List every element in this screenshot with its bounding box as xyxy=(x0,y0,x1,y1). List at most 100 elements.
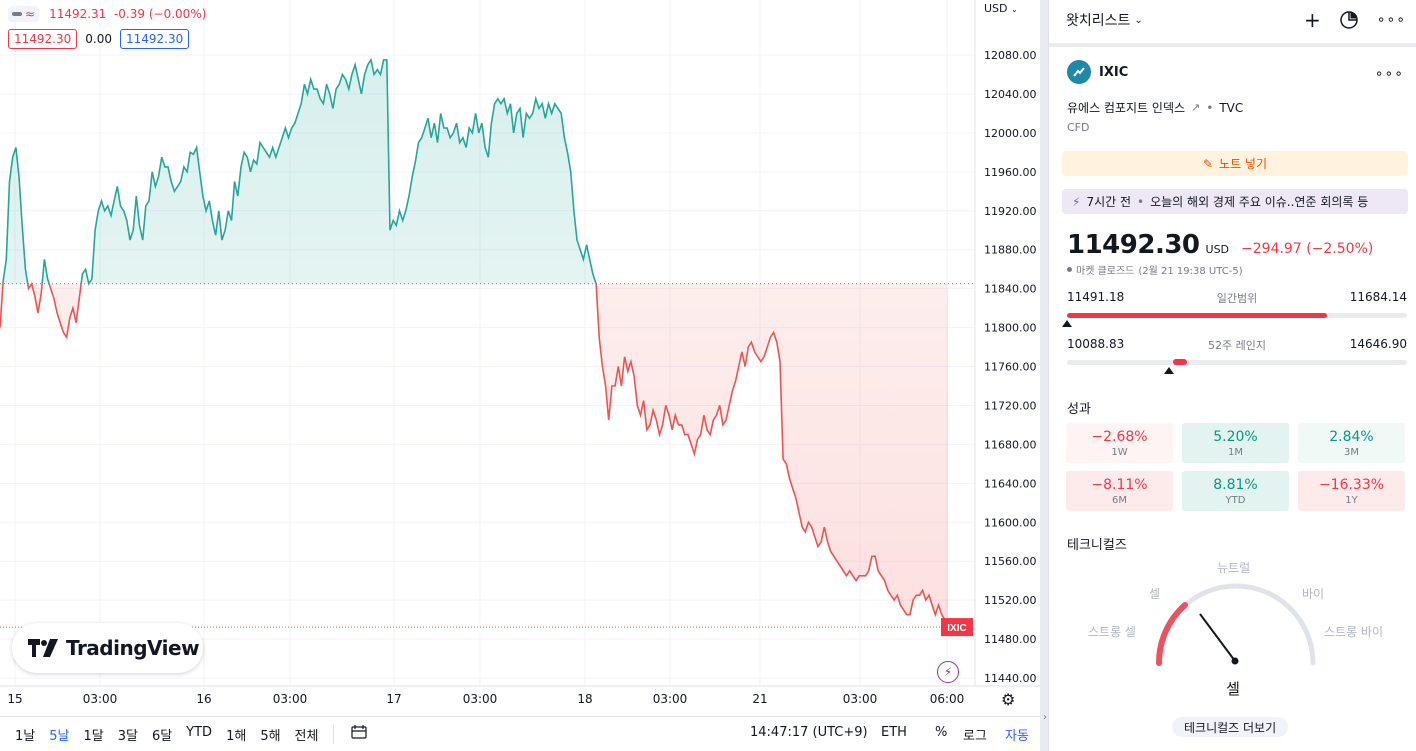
x-tick-label: 06:00 xyxy=(930,692,965,706)
wave-icon: ≈ xyxy=(25,7,36,21)
range-button[interactable]: 6달 xyxy=(151,728,173,744)
performance-title[interactable]: 성과 xyxy=(1067,402,1091,417)
symbol-header[interactable]: IXIC xyxy=(1067,60,1128,84)
day-range-track xyxy=(1062,313,1407,327)
tradingview-logo[interactable]: TradingView xyxy=(12,623,203,673)
y-tick-label: 11480.00 xyxy=(984,633,1037,646)
tradingview-mark-icon xyxy=(28,639,58,657)
performance-cell[interactable]: 2.84% 3M xyxy=(1298,423,1405,463)
week52-high: 14646.90 xyxy=(1349,337,1407,351)
week52-label: 52주 레인지 xyxy=(1208,339,1266,352)
x-tick-label: 03:00 xyxy=(463,692,498,706)
news-time: 7시간 전 xyxy=(1086,195,1132,209)
performance-cell[interactable]: −16.33% 1Y xyxy=(1298,471,1405,511)
range-button[interactable]: 5날 xyxy=(49,728,70,744)
range-buttons: 1날 5날 1달 3달 6달 YTD 1해 5해 전체 xyxy=(0,725,325,744)
lightning-icon[interactable]: ⚡ xyxy=(937,661,959,683)
minus-icon[interactable] xyxy=(12,12,22,16)
more-options-icon[interactable]: ∘∘∘ xyxy=(1376,12,1406,28)
symbol-full-name[interactable]: 유에스 컴포지트 인덱스 xyxy=(1067,101,1186,115)
symbol-type: CFD xyxy=(1067,121,1090,134)
currency-selector[interactable]: USD ⌄ xyxy=(984,2,1018,15)
y-tick-label: 11880.00 xyxy=(984,244,1037,257)
bottom-toolbar: 1날 5날 1달 3달 6달 YTD 1해 5해 전체 14:47:17 (UTC+9) ETH… xyxy=(0,716,1040,751)
day-high: 11684.14 xyxy=(1349,290,1407,304)
range-button[interactable]: 1날 xyxy=(15,728,36,744)
market-status-text: 마켓 클로즈드 xyxy=(1076,266,1135,277)
range-button[interactable]: 전체 xyxy=(294,728,319,744)
price-change: −294.97 (−2.50%) xyxy=(1241,241,1374,257)
panel-header: 왓치리스트 ⌄ + ∘∘∘ xyxy=(1066,8,1406,32)
add-symbol-icon[interactable]: + xyxy=(1303,8,1321,32)
gauge-buy: 바이 xyxy=(1302,587,1325,601)
technicals-title[interactable]: 테크니컬즈 xyxy=(1067,538,1127,553)
x-tick-label: 03:00 xyxy=(83,692,118,706)
chart-area[interactable]: IXIC 12080.00 12040.00 12000.00 11960.00 1192… xyxy=(0,0,1040,751)
session-button[interactable]: ETH xyxy=(881,725,907,740)
performance-cell[interactable]: 5.20% 1M xyxy=(1182,423,1289,463)
pie-chart-icon[interactable] xyxy=(1339,10,1359,30)
series-line-above xyxy=(2,57,597,284)
symbol-more-icon[interactable]: ∘∘∘ xyxy=(1374,66,1404,82)
performance-period: 1W xyxy=(1111,446,1128,458)
week52-range-track xyxy=(1067,359,1407,374)
day-low: 11491.18 xyxy=(1067,290,1125,304)
auto-toggle[interactable]: 자동 xyxy=(1005,729,1029,744)
price-row: 11492.30 USD −294.97 (−2.50%) xyxy=(1067,230,1373,260)
legend-toggle[interactable]: ≈ xyxy=(8,6,40,22)
external-link-icon[interactable]: ↗ xyxy=(1191,101,1201,114)
date-range-icon[interactable] xyxy=(342,724,376,744)
y-tick-label: 11920.00 xyxy=(984,205,1037,218)
price-currency: USD xyxy=(1205,243,1230,256)
legend-last: 11492.31 xyxy=(49,7,107,21)
price-chart[interactable]: IXIC 12080.00 12040.00 12000.00 11960.00 1192… xyxy=(0,0,1040,716)
range-button[interactable]: 5해 xyxy=(260,728,281,744)
y-tick-label: 11640.00 xyxy=(984,477,1037,490)
performance-period: 6M xyxy=(1112,494,1127,506)
performance-cell[interactable]: −8.11% 6M xyxy=(1066,471,1173,511)
range-button[interactable]: 1달 xyxy=(83,728,104,744)
y-tick-label: 11680.00 xyxy=(984,438,1037,451)
day-range-label: 일간범위 xyxy=(1216,292,1258,305)
watchlist-title[interactable]: 왓치리스트 xyxy=(1066,13,1131,29)
range-button[interactable]: 3달 xyxy=(117,728,138,744)
percent-toggle[interactable]: % xyxy=(935,725,948,740)
gauge-sell: 셀 xyxy=(1149,587,1161,601)
chevron-right-icon[interactable]: › xyxy=(1043,712,1047,723)
x-tick-label: 03:00 xyxy=(653,692,688,706)
performance-grid: −2.68% 1W 5.20% 1M 2.84% 3M −8.11% 6M 8.81% YTD −1… xyxy=(1066,423,1405,511)
y-tick-label: 12080.00 xyxy=(984,49,1037,62)
panel-splitter[interactable] xyxy=(1040,0,1048,751)
y-tick-label: 11960.00 xyxy=(984,166,1037,179)
chevron-down-icon[interactable]: ⌄ xyxy=(1134,14,1143,26)
week52-range-fill xyxy=(1173,359,1187,365)
sell-price-box[interactable]: 11492.30 xyxy=(8,29,78,49)
performance-period: YTD xyxy=(1225,494,1246,506)
area-fill-above xyxy=(2,59,597,284)
news-headline[interactable]: ⚡ 7시간 전 • 오늘의 해외 경제 주요 이슈..연준 회의록 등 xyxy=(1062,189,1408,214)
y-tick-label: 12000.00 xyxy=(984,127,1037,140)
day-range-fill xyxy=(1067,313,1327,318)
add-note-button[interactable]: ✎ 노트 넣기 xyxy=(1062,151,1408,176)
status-dot-icon xyxy=(1067,267,1072,272)
technicals-gauge[interactable]: 뉴트럴 셀 바이 스트롱 셀 스트롱 바이 셀 xyxy=(1049,555,1416,715)
x-tick-label: 03:00 xyxy=(843,692,878,706)
more-technicals-button[interactable]: 테크니컬즈 더보기 xyxy=(1172,717,1289,737)
range-button[interactable]: YTD xyxy=(186,724,213,740)
buy-price-box[interactable]: 11492.30 xyxy=(119,29,190,49)
performance-cell[interactable]: 8.81% YTD xyxy=(1182,471,1289,511)
divider xyxy=(333,724,335,744)
y-tick-label: 11720.00 xyxy=(984,399,1037,412)
gear-icon[interactable]: ⚙ xyxy=(1001,690,1016,709)
news-text: 오늘의 해외 경제 주요 이슈..연준 회의록 등 xyxy=(1150,195,1369,209)
gauge-neutral: 뉴트럴 xyxy=(1217,561,1251,575)
clock-display[interactable]: 14:47:17 (UTC+9) xyxy=(750,725,868,740)
performance-value: 5.20% xyxy=(1213,428,1258,445)
log-toggle[interactable]: 로그 xyxy=(963,729,987,744)
performance-cell[interactable]: −2.68% 1W xyxy=(1066,423,1173,463)
day-range: 11491.18 일간범위 11684.14 xyxy=(1062,290,1407,327)
currency-label: USD xyxy=(984,2,1008,15)
performance-period: 1M xyxy=(1228,446,1243,458)
range-button[interactable]: 1해 xyxy=(226,728,247,744)
spread-value: 0.00 xyxy=(85,32,112,46)
